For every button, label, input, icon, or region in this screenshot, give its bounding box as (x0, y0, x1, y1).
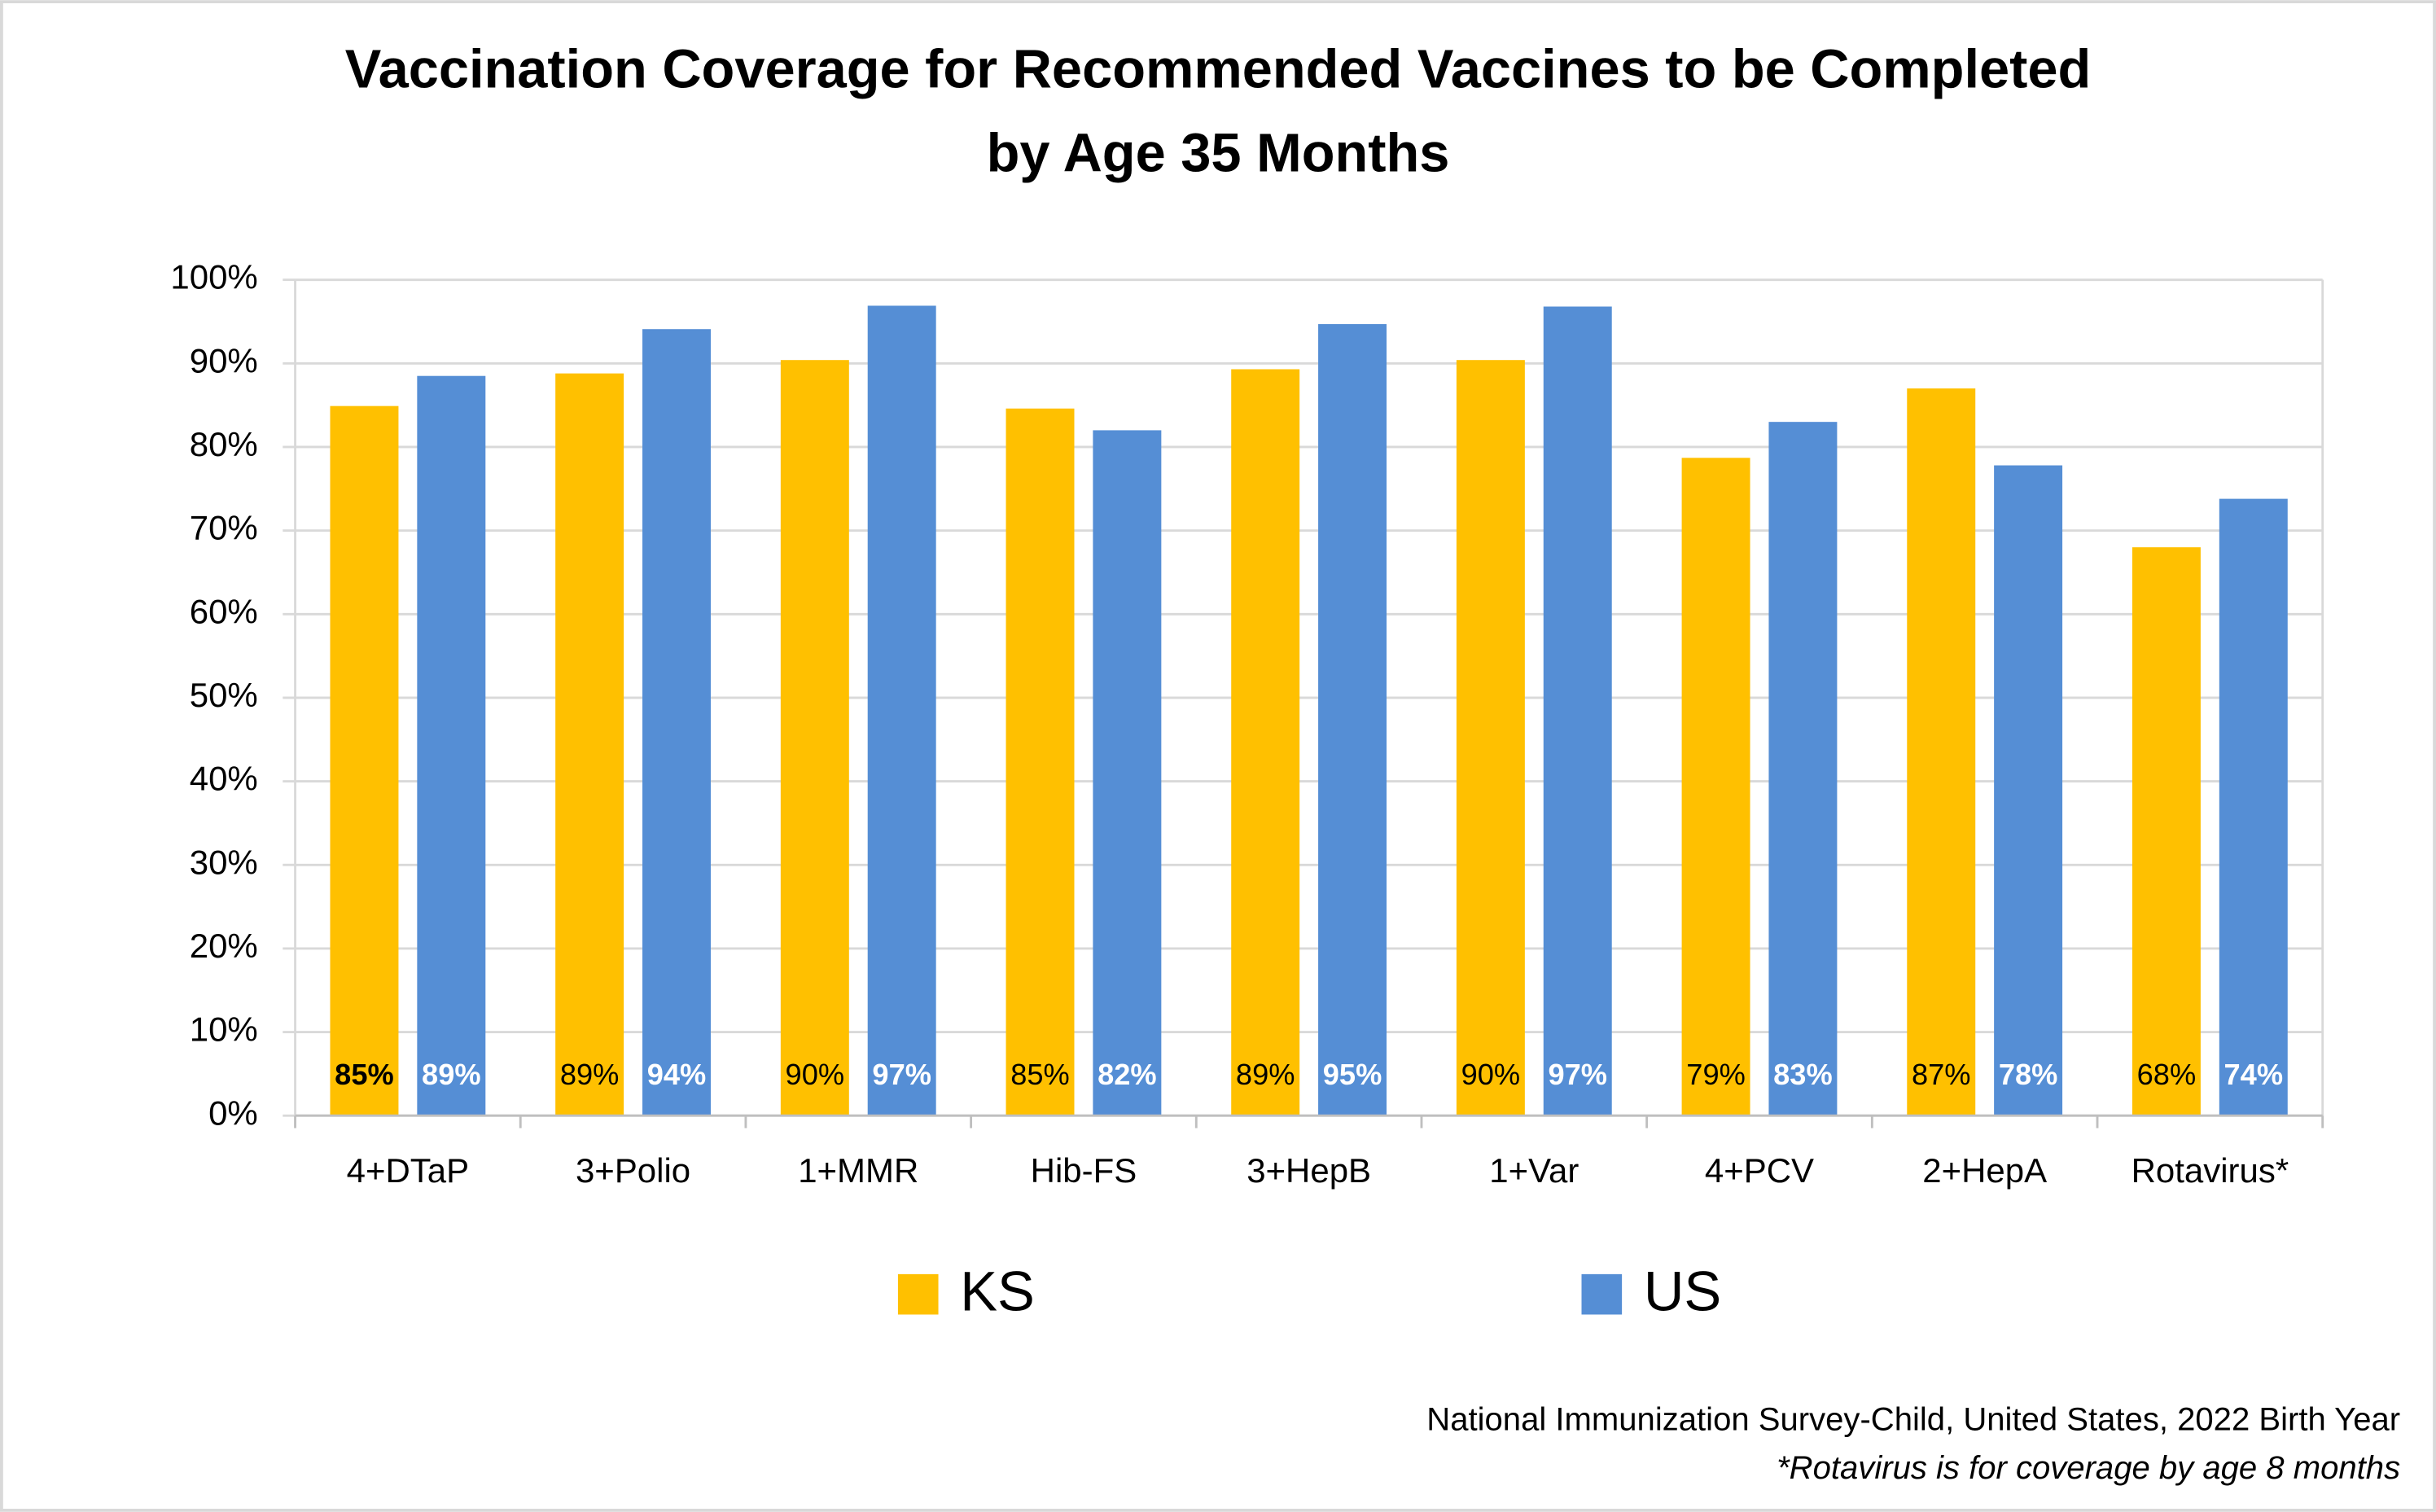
y-tick-label: 10% (190, 1010, 258, 1049)
bar (1456, 360, 1525, 1116)
bar (1543, 306, 1612, 1116)
y-tick-label: 0% (208, 1093, 258, 1132)
bar (1231, 369, 1300, 1116)
bar (1093, 430, 1162, 1116)
data-label: 85% (1010, 1058, 1070, 1091)
chart-title: by Age 35 Months (987, 124, 1450, 184)
footnote: *Rotavirus is for coverage by age 8 mont… (1777, 1450, 2400, 1486)
data-label: 83% (1773, 1058, 1833, 1091)
y-tick-label: 90% (190, 341, 258, 379)
bar (780, 360, 849, 1116)
data-label: 90% (786, 1058, 845, 1091)
bar (2132, 547, 2201, 1116)
legend-swatch (1581, 1273, 1623, 1315)
bar (555, 373, 624, 1116)
bar (1994, 465, 2063, 1116)
data-label: 82% (1098, 1058, 1157, 1091)
bar (1681, 458, 1750, 1116)
data-label: 89% (560, 1058, 620, 1091)
chart-title: Vaccination Coverage for Recommended Vac… (345, 40, 2092, 100)
legend-swatch (897, 1273, 939, 1315)
y-tick-label: 80% (190, 425, 258, 463)
legend-label: KS (960, 1260, 1035, 1323)
bar (1768, 422, 1838, 1116)
data-label: 97% (872, 1058, 931, 1091)
x-tick-label: 4+PCV (1705, 1151, 1814, 1190)
bar (867, 305, 936, 1116)
bar (642, 329, 711, 1116)
x-tick-label: Hib-FS (1031, 1151, 1137, 1190)
bar (330, 405, 399, 1116)
y-tick-label: 70% (190, 509, 258, 547)
data-label: 87% (1912, 1058, 1971, 1091)
data-label: 90% (1461, 1058, 1521, 1091)
data-label: 89% (1236, 1058, 1295, 1091)
y-tick-label: 40% (190, 760, 258, 798)
bar (1006, 408, 1075, 1116)
x-tick-label: 3+HepB (1246, 1151, 1371, 1190)
legend-label: US (1644, 1260, 1721, 1323)
x-tick-label: 4+DTaP (347, 1151, 469, 1190)
bar (1318, 324, 1387, 1116)
x-tick-label: 3+Polio (576, 1151, 690, 1190)
source-note: National Immunization Survey-Child, Unit… (1426, 1402, 2400, 1438)
bar (417, 375, 486, 1116)
data-label: 68% (2137, 1058, 2197, 1091)
data-label: 97% (1548, 1058, 1607, 1091)
y-tick-label: 20% (190, 927, 258, 965)
y-tick-label: 50% (190, 676, 258, 714)
x-tick-label: 1+Var (1489, 1151, 1579, 1190)
data-label: 95% (1323, 1058, 1382, 1091)
x-tick-label: Rotavirus* (2132, 1151, 2289, 1190)
y-tick-label: 30% (190, 843, 258, 881)
x-tick-label: 2+HepA (1922, 1151, 2047, 1190)
x-tick-label: 1+MMR (798, 1151, 918, 1190)
bar (2219, 498, 2288, 1116)
data-label: 89% (422, 1058, 481, 1091)
data-label: 94% (647, 1058, 707, 1091)
data-label: 78% (1999, 1058, 2058, 1091)
data-label: 74% (2224, 1058, 2284, 1091)
bar (1907, 388, 1976, 1116)
data-label: 85% (335, 1058, 394, 1091)
data-label: 79% (1686, 1058, 1746, 1091)
y-tick-label: 100% (170, 258, 257, 296)
y-tick-label: 60% (190, 592, 258, 630)
